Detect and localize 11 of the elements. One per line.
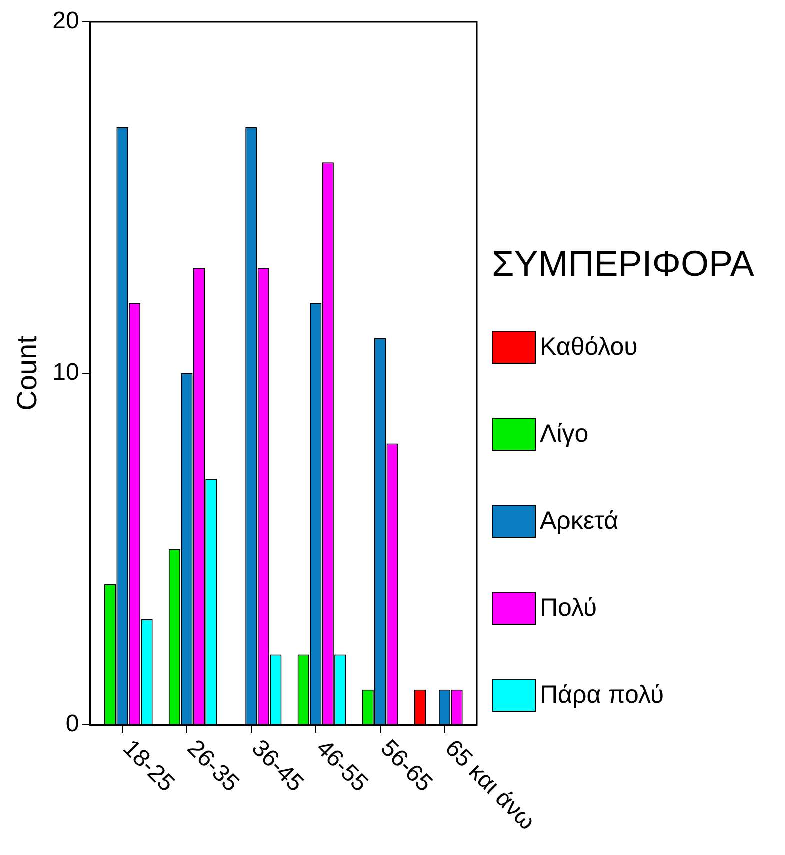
legend-label: Πάρα πολύ (540, 680, 664, 710)
y-tick-label: 20 (52, 8, 80, 35)
legend-label: Πολύ (540, 594, 598, 622)
legend-label: Αρκετά (540, 506, 619, 536)
y-axis-title: Count (12, 336, 43, 411)
y-tick-label: 0 (66, 710, 80, 738)
legend-label: Λίγο (540, 420, 589, 448)
legend-title: ΣΥΜΠΕΡΙΦΟΡΑ (492, 243, 754, 285)
legend-label: Καθόλου (540, 332, 638, 362)
y-tick-label: 10 (52, 359, 80, 386)
x-tick-label: 65 και άνω (440, 734, 541, 836)
